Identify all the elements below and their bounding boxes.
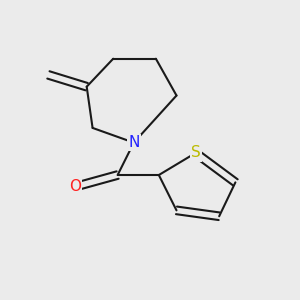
Text: N: N [128,135,140,150]
Text: S: S [191,146,200,160]
Text: O: O [69,179,81,194]
